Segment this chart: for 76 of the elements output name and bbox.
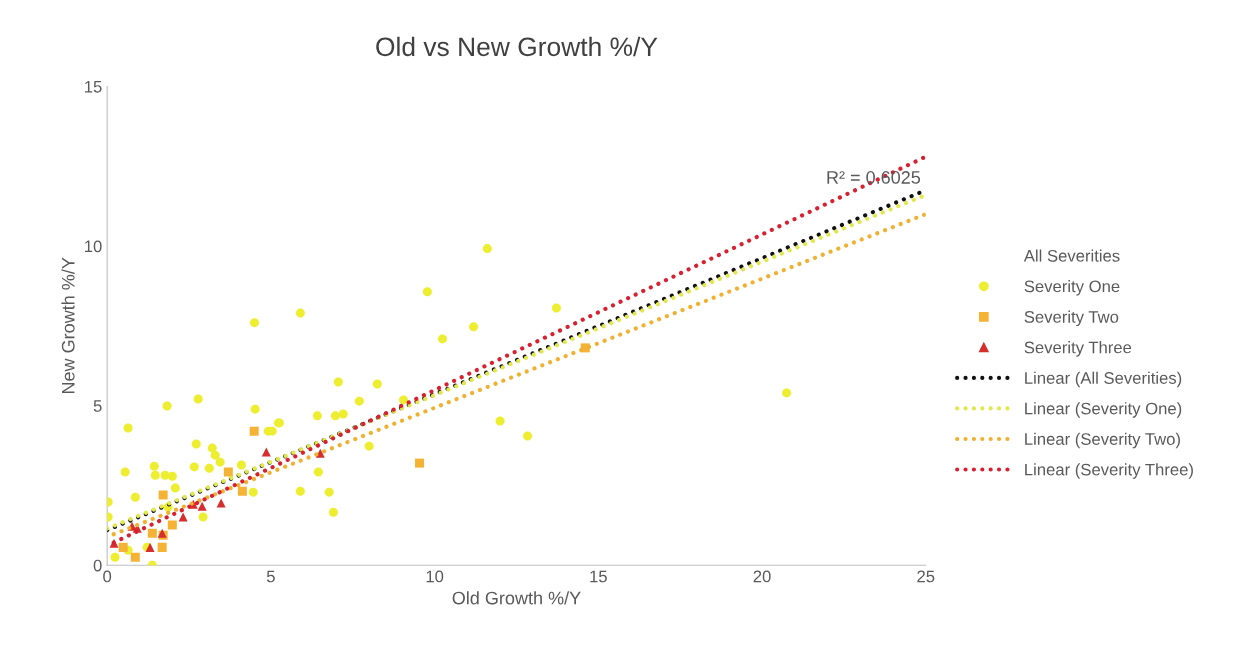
point xyxy=(198,512,208,522)
point xyxy=(399,395,408,405)
legend-label: Severity One xyxy=(1024,280,1120,296)
y-tick-label: 0 xyxy=(93,559,102,572)
point xyxy=(178,512,188,522)
legend-label: Linear (Severity Two) xyxy=(1025,432,1180,449)
point xyxy=(216,498,226,508)
point xyxy=(338,409,348,419)
y-axis-title: New Growth %/Y xyxy=(61,257,75,394)
point xyxy=(237,486,247,496)
point xyxy=(110,552,120,562)
point xyxy=(482,244,492,254)
point xyxy=(469,322,479,332)
point xyxy=(204,463,214,473)
point xyxy=(437,334,447,344)
point xyxy=(210,450,220,460)
point xyxy=(150,470,160,480)
point xyxy=(147,528,157,538)
y-tick-label: 10 xyxy=(85,240,102,253)
point xyxy=(191,439,201,449)
point xyxy=(223,467,233,477)
point xyxy=(170,483,180,493)
point xyxy=(315,448,325,458)
point xyxy=(328,507,338,517)
point xyxy=(130,492,140,502)
x-tick-label: 25 xyxy=(917,570,935,583)
legend-label: Linear (All Severities) xyxy=(1025,371,1182,388)
point xyxy=(372,379,382,389)
chart-title: Old vs New Growth %/Y xyxy=(376,36,658,57)
legend-label: Severity Three xyxy=(1024,341,1132,357)
text: All Severities xyxy=(1023,249,1120,262)
point xyxy=(120,467,130,477)
legend-label: Linear (Severity One) xyxy=(1025,402,1182,418)
point xyxy=(333,377,343,387)
point xyxy=(250,318,260,328)
point xyxy=(248,487,258,497)
point xyxy=(130,552,140,562)
point xyxy=(197,501,207,511)
point xyxy=(123,423,133,433)
point xyxy=(157,542,167,552)
point xyxy=(249,426,259,436)
point xyxy=(162,401,172,411)
point xyxy=(118,542,128,552)
x-axis-title: Old Growth %/Y xyxy=(452,591,581,605)
point xyxy=(295,308,305,318)
x-tick-label: 0 xyxy=(103,570,112,583)
point xyxy=(415,458,425,468)
point xyxy=(167,520,177,530)
point xyxy=(313,467,323,477)
point xyxy=(551,303,561,313)
point xyxy=(523,431,533,441)
y-tick-label: 15 xyxy=(85,81,102,93)
point xyxy=(189,462,199,472)
legend-label: Severity Two xyxy=(1024,310,1119,327)
x-tick-label: 15 xyxy=(590,570,607,583)
point xyxy=(193,394,203,404)
point xyxy=(324,487,334,497)
point xyxy=(422,287,432,297)
point xyxy=(312,411,322,421)
x-tick-label: 20 xyxy=(753,570,771,583)
y-tick-label: 5 xyxy=(93,400,102,412)
point xyxy=(158,490,168,500)
point xyxy=(354,396,364,406)
point xyxy=(215,457,225,467)
point xyxy=(330,411,340,421)
point xyxy=(782,388,792,398)
point xyxy=(364,441,374,451)
point xyxy=(250,404,260,414)
point xyxy=(149,461,159,471)
legend-label: Linear (Severity Three) xyxy=(1025,463,1193,479)
point xyxy=(167,471,177,481)
x-tick-label: 5 xyxy=(266,570,275,583)
point xyxy=(295,486,305,496)
point xyxy=(236,460,246,470)
point xyxy=(495,416,505,426)
x-tick-label: 10 xyxy=(426,570,444,583)
